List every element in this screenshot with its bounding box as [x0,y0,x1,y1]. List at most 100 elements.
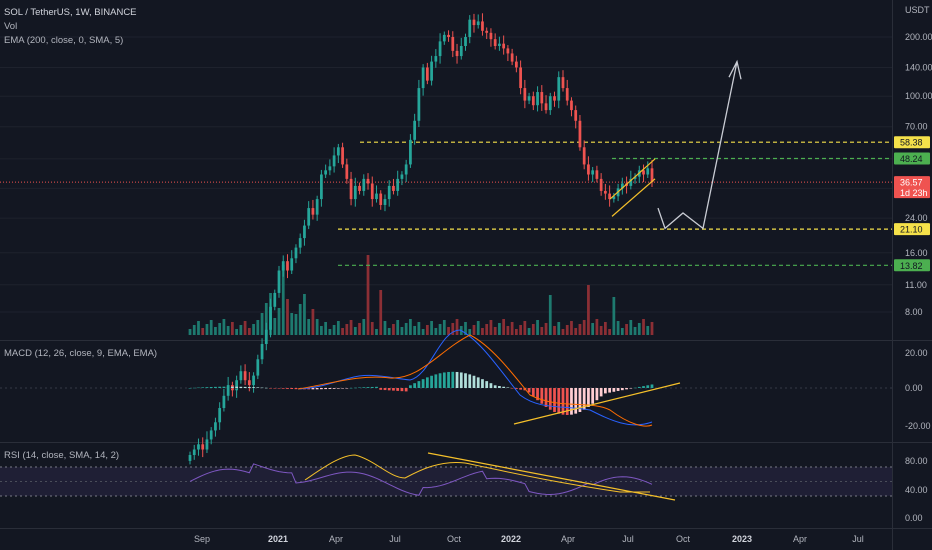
candle-body [413,120,417,140]
volume-bar [404,323,408,335]
macd-legend[interactable]: MACD (12, 26, close, 9, EMA, EMA) [4,348,158,359]
candle-body [264,329,268,345]
time-tick-label: Apr [793,534,807,544]
candle-body [633,176,637,179]
rsi-line [189,463,653,496]
vol-legend[interactable]: Vol [4,21,18,32]
volume-bar [633,327,637,335]
macd-histogram-bar [531,388,535,397]
volume-bar [226,326,230,335]
price-label-bg [894,259,930,272]
volume-bar [646,326,650,335]
symbol-legend[interactable]: SOL / TetherUS, 1W, BINANCE [4,7,137,18]
candle-body [392,185,395,191]
macd-histogram-bar [468,374,472,388]
volume-bar [468,329,472,335]
macd-histogram-bar [281,388,285,389]
volume-bar [370,322,374,335]
candle-body [464,37,467,47]
macd-histogram-bar [192,387,196,389]
macd-histogram-bar [561,388,565,415]
volume-bar [612,297,616,335]
candle-body [341,147,344,165]
candle-body [247,380,251,386]
macd-histogram-bar [498,386,501,388]
candle-body [438,41,442,57]
candle-body [570,100,573,111]
volume-bar [574,328,578,335]
candle-body [298,238,302,248]
macd-histogram-bar [413,383,417,388]
candle-body [362,178,366,191]
time-axis[interactable]: Sep 2021 Apr Jul Oct 2022 Apr Jul Oct 2023 Apr Jul [194,534,864,544]
candle-body [557,77,561,101]
time-tick-label: Jul [622,534,634,544]
price-axis[interactable]: USDT200.00140.00100.0070.0048.0034.0024.… [894,5,932,523]
ema-legend[interactable]: EMA (200, close, 0, SMA, 5) [4,35,124,46]
time-tick-label: Jul [389,534,401,544]
macd-line [297,329,653,426]
candle-body [468,19,472,37]
macd-histogram-bar [514,388,518,389]
macd-histogram-bar [188,388,192,389]
price-label: 36.57 [900,178,923,188]
macd-histogram-bar [328,388,332,389]
price-tick-label: 200.00 [905,32,932,42]
candle-body [506,48,510,54]
volume-bar [307,319,311,335]
candle-body [205,439,209,450]
macd-histogram-bar [353,387,357,389]
horizontal-levels [0,141,892,266]
projection-path [657,61,738,230]
volume-bar [489,320,493,335]
macd-histogram-bar [247,387,251,388]
volume-bar [298,304,302,335]
candle-body [451,37,455,51]
candle-body [582,147,586,165]
candle-body [209,430,213,440]
candle-body [281,261,285,271]
volume-bar [591,323,595,335]
macd-histogram-bar [459,372,463,388]
volume-bar [434,328,438,335]
macd-histogram-bar [218,386,222,388]
macd-tick-label: 0.00 [905,383,923,393]
candle-body [332,155,336,167]
candle-body [548,96,552,111]
volume-bar [400,327,404,335]
macd-histogram-bar [214,386,217,388]
macd-histogram-bar [603,388,607,394]
macd-histogram-bar [239,386,243,388]
macd-trendline [513,382,681,425]
price-tick-label: 24.00 [905,213,928,223]
volume-bar [260,313,264,335]
macd-histogram-bar [425,377,429,388]
candle-body [561,77,565,89]
currency-label: USDT [905,5,930,15]
macd-histogram-bar [294,388,298,390]
rsi-legend[interactable]: RSI (14, close, SMA, 14, 2) [4,450,120,461]
macd-histogram-bar [311,388,315,390]
volume-bar [277,308,281,335]
price-label: 21.10 [900,225,923,235]
candle-body [417,88,421,121]
candle-body [379,193,383,205]
volume-bar [455,319,459,335]
projection-arrowhead [728,59,742,80]
candle-body [493,39,497,47]
candle-body [447,34,450,37]
volume-bar [328,329,332,335]
macd-histogram-bar [434,374,438,388]
macd-histogram-bar [197,387,200,389]
candle-body [472,19,476,26]
rsi-tick-label: 40.00 [905,485,928,495]
candle-body [481,21,484,31]
macd-histogram-bar [442,372,446,388]
volume-bar [290,313,294,335]
candle-body [226,385,230,396]
macd-histogram-bar [273,388,277,389]
macd-histogram-bar [570,388,573,415]
volume-bar [345,324,349,335]
volume-bar [332,325,336,335]
